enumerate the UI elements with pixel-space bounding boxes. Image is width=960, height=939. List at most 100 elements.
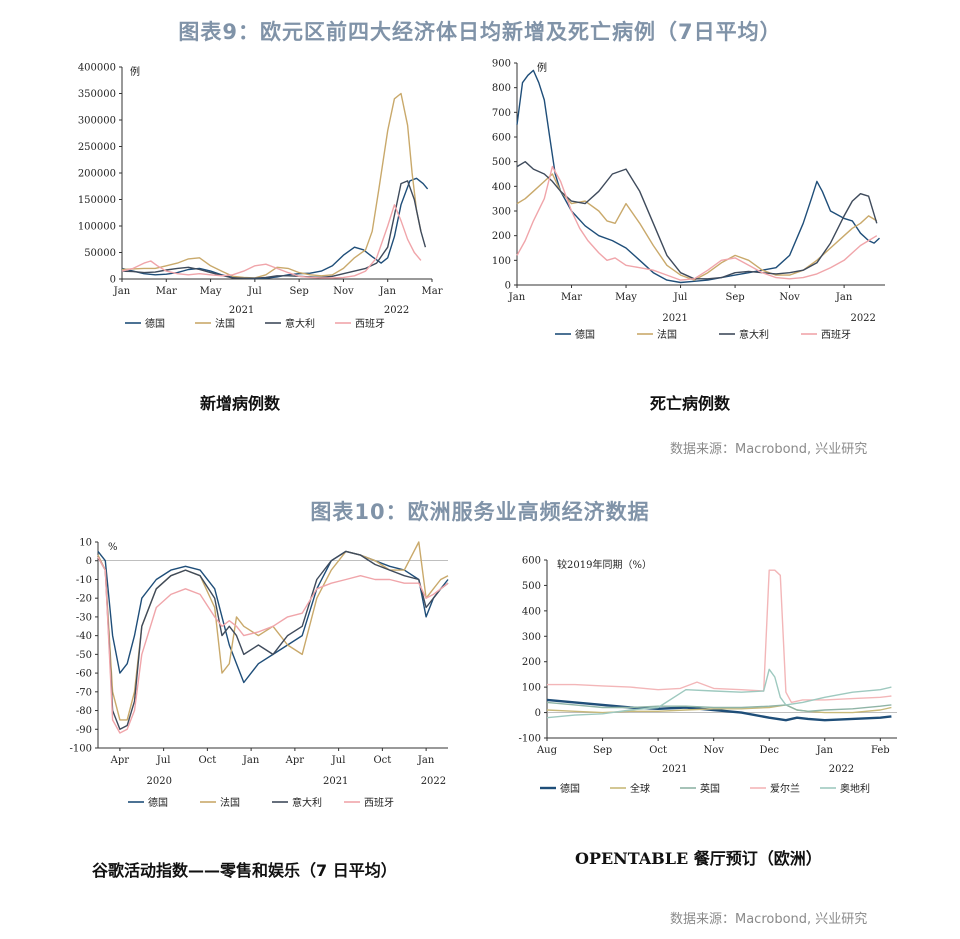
cases-ytick-label: 0 (110, 275, 116, 286)
deaths-xtick-label: Nov (779, 292, 800, 303)
opentable-ytick-label: 400 (522, 606, 541, 617)
google-ytick-label: 0 (86, 556, 92, 567)
opentable-ytick-label: 100 (522, 683, 541, 694)
deaths-ytick-label: 700 (492, 108, 511, 119)
deaths-ytick-label: 900 (492, 59, 511, 70)
deaths-xtick-label: Sep (725, 292, 744, 303)
opentable-year-label: 2022 (829, 764, 854, 775)
cases-series-line-italy (121, 180, 427, 279)
google-ytick-label: 10 (79, 538, 92, 549)
deaths-ytick-label: 200 (492, 231, 511, 242)
deaths-chart: 0 100 200 300 400 500 600 700 800 900 Jan Mar May Jul… (492, 59, 885, 341)
google-ytick-label: -70 (76, 687, 92, 698)
cases-ytick-label: 50000 (84, 248, 116, 259)
google-caption: 谷歌活动指数——零售和娱乐（7 日平均） (92, 861, 397, 880)
google-activity-chart: 10 0 -10 -20 -30 -40 -50 -60 -70 -80 -90 -100 Apr Jul… (70, 538, 449, 809)
google-ytick-label: -80 (76, 706, 92, 717)
deaths-xtick-label: Jan (835, 292, 853, 303)
google-ytick-label: -60 (76, 669, 92, 680)
google-series-line-germany (97, 550, 449, 684)
opentable-legend-label: 英国 (700, 782, 720, 795)
deaths-legend-label: 德国 (575, 328, 595, 341)
opentable-series-line-uk (546, 701, 892, 713)
deaths-xtick-label: Jan (508, 292, 526, 303)
google-xtick-label: Apr (285, 755, 305, 766)
cases-xtick-label: Mar (422, 286, 443, 297)
deaths-legend-label: 法国 (657, 328, 677, 341)
cases-xtick-label: Nov (333, 286, 354, 297)
google-legend-label: 德国 (148, 796, 168, 809)
opentable-xtick-label: Feb (871, 745, 890, 756)
opentable-legend-label: 全球 (630, 782, 650, 795)
cases-legend-label: 法国 (215, 317, 235, 330)
deaths-year-label: 2021 (662, 313, 687, 324)
google-xtick-label: Apr (110, 755, 130, 766)
opentable-xtick-label: Oct (649, 745, 667, 756)
google-ytick-label: -90 (76, 725, 92, 736)
cases-ytick-label: 100000 (78, 222, 116, 233)
google-series-line-france (97, 541, 449, 721)
deaths-unit-label: 例 (537, 61, 547, 74)
source-bottom: 数据来源：Macrobond, 兴业研究 (670, 912, 868, 927)
google-xtick-label: Jul (156, 755, 171, 766)
google-series-line-italy (97, 550, 449, 731)
cases-legend-label: 西班牙 (355, 318, 385, 330)
google-xtick-label: Jul (331, 755, 346, 766)
cases-xtick-label: Mar (156, 286, 177, 297)
deaths-legend-label: 意大利 (739, 328, 769, 341)
opentable-legend-label: 奥地利 (840, 782, 870, 795)
google-ytick-label: -50 (76, 650, 92, 661)
opentable-series-line-ireland (547, 569, 892, 704)
google-legend-label: 意大利 (292, 796, 322, 809)
cases-xtick-label: Sep (290, 286, 309, 297)
opentable-xtick-label: Jan (816, 745, 834, 756)
deaths-legend-label: 西班牙 (821, 329, 851, 341)
opentable-xtick-label: Aug (536, 745, 558, 756)
deaths-xtick-label: Jul (673, 292, 688, 303)
opentable-year-label: 2021 (662, 764, 687, 775)
deaths-series-line-germany (516, 69, 880, 284)
deaths-ytick-label: 500 (492, 157, 511, 168)
google-year-label: 2020 (147, 776, 172, 787)
deaths-ytick-label: 300 (492, 207, 511, 218)
google-year-label: 2021 (323, 776, 348, 787)
cases-year-label: 2022 (384, 305, 409, 316)
cases-unit-label: 例 (130, 65, 140, 78)
source-top: 数据来源：Macrobond, 兴业研究 (670, 442, 868, 457)
google-series-line-spain (97, 556, 449, 734)
deaths-xtick-label: Mar (561, 292, 582, 303)
google-unit-label: % (108, 542, 118, 553)
deaths-ytick-label: 600 (492, 133, 511, 144)
cases-xtick-label: Jan (379, 286, 397, 297)
google-legend-label: 法国 (220, 796, 240, 809)
cases-caption: 新增病例数 (200, 394, 281, 413)
cases-legend-label: 德国 (145, 317, 165, 330)
google-ytick-label: -10 (76, 575, 92, 586)
deaths-year-label: 2022 (850, 313, 875, 324)
deaths-ytick-label: 400 (492, 182, 511, 193)
opentable-legend-label: 爱尔兰 (770, 782, 800, 795)
cases-ytick-label: 350000 (78, 89, 116, 100)
cases-xtick-label: Jan (113, 286, 131, 297)
opentable-series-line-germany (546, 698, 892, 722)
cases-series-line-spain (121, 204, 422, 279)
cases-year-label: 2021 (229, 305, 254, 316)
deaths-xtick-label: May (615, 292, 637, 303)
opentable-caption: OPENTABLE 餐厅预订（欧洲） (575, 849, 822, 868)
deaths-ytick-label: 0 (505, 281, 511, 292)
opentable-xtick-label: Nov (703, 745, 724, 756)
cases-series-line-france (121, 92, 422, 279)
cases-series-line-germany (121, 177, 429, 280)
google-ytick-label: -20 (76, 594, 92, 605)
cases-xtick-label: May (200, 286, 222, 297)
opentable-xtick-label: Dec (759, 745, 779, 756)
deaths-caption: 死亡病例数 (650, 394, 731, 413)
cases-ytick-label: 300000 (78, 116, 116, 127)
google-xtick-label: Jan (242, 755, 260, 766)
opentable-unit-label: 较2019年同期（%） (557, 558, 652, 571)
google-legend-label: 西班牙 (364, 797, 394, 809)
cases-ytick-label: 150000 (78, 195, 116, 206)
opentable-ytick-label: 200 (522, 657, 541, 668)
opentable-legend-label: 德国 (560, 782, 580, 795)
